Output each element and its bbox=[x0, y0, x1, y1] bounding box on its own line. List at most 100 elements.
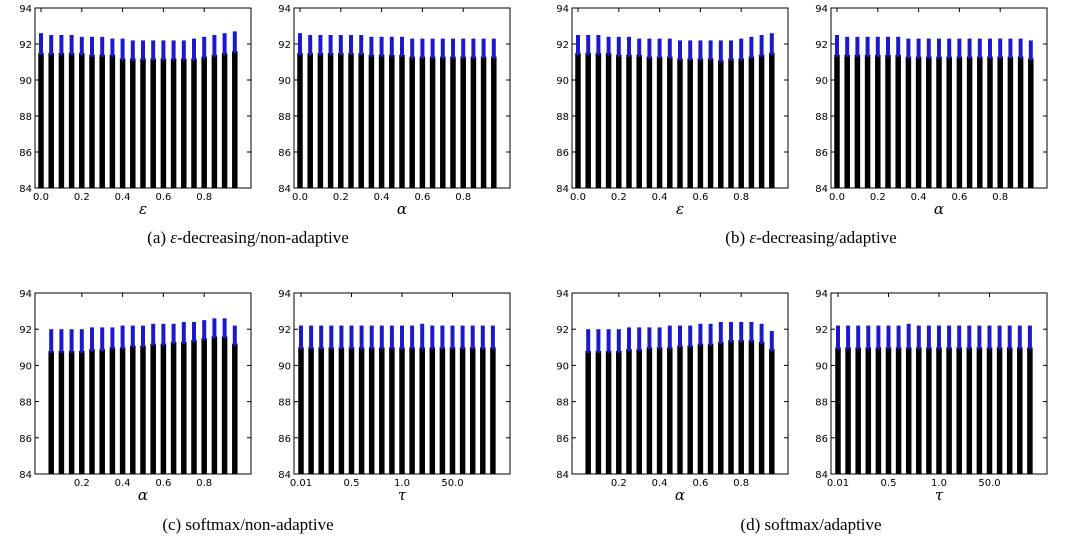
y-tick-label: 84 bbox=[278, 184, 291, 195]
bar bbox=[170, 58, 177, 189]
error-bar bbox=[667, 38, 672, 59]
bar bbox=[378, 54, 385, 188]
y-tick-label: 88 bbox=[278, 398, 291, 409]
x-tick-label: 0.2 bbox=[870, 192, 886, 203]
error-bar bbox=[329, 325, 334, 350]
bar bbox=[58, 350, 65, 474]
bar bbox=[707, 343, 714, 474]
x-tick-label: 0.8 bbox=[455, 192, 471, 203]
error-bar bbox=[627, 327, 631, 352]
error-bar bbox=[192, 321, 196, 343]
y-tick-label: 92 bbox=[556, 40, 569, 51]
bar bbox=[915, 56, 922, 188]
error-bar bbox=[657, 327, 662, 350]
bar bbox=[58, 53, 65, 188]
error-bar bbox=[461, 38, 466, 59]
y-tick-label: 84 bbox=[19, 184, 32, 195]
bar bbox=[399, 347, 405, 474]
subplot-c-left: 84 86 88 90 92 94 0.2 0.4 0.6 0.8 α bbox=[19, 289, 252, 504]
error-bar bbox=[749, 36, 754, 59]
error-bar bbox=[450, 325, 455, 350]
bar bbox=[758, 341, 765, 474]
bar bbox=[429, 347, 436, 474]
bar bbox=[845, 347, 851, 474]
x-tick-label: 0.8 bbox=[992, 192, 1008, 203]
axes-frame bbox=[830, 7, 1048, 189]
bar bbox=[338, 53, 344, 188]
bar bbox=[844, 54, 850, 188]
x-tick-label: 0.4 bbox=[115, 192, 131, 203]
error-bar bbox=[637, 38, 642, 57]
x-tick-label: 0.01 bbox=[827, 478, 849, 489]
bar bbox=[38, 53, 44, 188]
bar bbox=[130, 58, 136, 189]
bar bbox=[170, 341, 177, 474]
bar bbox=[460, 56, 466, 188]
bar bbox=[459, 347, 466, 474]
bar bbox=[379, 347, 385, 474]
bar bbox=[358, 347, 365, 474]
error-bar bbox=[151, 40, 156, 61]
bar bbox=[191, 340, 197, 474]
error-bar bbox=[400, 325, 404, 350]
bar bbox=[885, 347, 892, 474]
error-bar bbox=[299, 325, 303, 350]
x-axis-label: α bbox=[934, 200, 944, 218]
error-bar bbox=[835, 35, 839, 57]
x-tick-label: 0.0 bbox=[829, 192, 845, 203]
bar bbox=[409, 347, 415, 474]
x-tick-label: 0.2 bbox=[74, 478, 90, 489]
bar bbox=[697, 343, 704, 474]
error-bar bbox=[718, 321, 723, 344]
error-bar bbox=[998, 38, 1003, 59]
bar bbox=[605, 53, 612, 188]
error-bar bbox=[729, 321, 733, 343]
x-tick-label: 0.6 bbox=[692, 478, 708, 489]
subplot-b-right: 84 86 88 90 92 94 0.0 0.2 0.4 0.6 0.8 α bbox=[815, 4, 1048, 218]
bar bbox=[748, 56, 755, 188]
bar bbox=[140, 345, 146, 474]
bar bbox=[201, 56, 207, 188]
bar bbox=[885, 54, 891, 188]
bar bbox=[419, 56, 426, 188]
bar bbox=[358, 53, 364, 188]
x-tick-label: 0.6 bbox=[155, 478, 171, 489]
x-tick-label: 50.0 bbox=[441, 478, 463, 489]
bar bbox=[221, 336, 228, 474]
y-tick-label: 90 bbox=[278, 361, 291, 372]
bar bbox=[986, 347, 993, 474]
y-tick-label: 88 bbox=[19, 112, 32, 123]
error-bar bbox=[739, 321, 744, 343]
bar bbox=[328, 347, 335, 474]
bar bbox=[368, 347, 375, 474]
bar bbox=[946, 56, 952, 188]
bar bbox=[232, 343, 238, 474]
bar bbox=[409, 56, 415, 188]
bar bbox=[595, 53, 602, 188]
subplot-d-left: 84 86 88 90 92 94 0.2 0.4 0.6 0.8 α bbox=[556, 289, 789, 504]
bar bbox=[368, 54, 375, 188]
error-bar bbox=[69, 329, 74, 353]
caption-a: (a) ε-decreasing/non-adaptive bbox=[147, 228, 349, 247]
y-tick-label: 86 bbox=[278, 148, 291, 159]
bar bbox=[895, 54, 901, 188]
x-tick-label: 0.6 bbox=[155, 192, 171, 203]
bar bbox=[480, 56, 487, 188]
error-bar bbox=[616, 329, 621, 353]
error-bar bbox=[836, 325, 840, 350]
bar bbox=[605, 350, 612, 474]
y-tick-label: 84 bbox=[556, 470, 569, 481]
error-bar bbox=[328, 35, 333, 55]
error-bar bbox=[481, 38, 486, 59]
bar bbox=[656, 347, 663, 474]
bar bbox=[89, 54, 95, 188]
bar bbox=[48, 350, 54, 474]
error-bar bbox=[977, 325, 982, 350]
error-bar bbox=[967, 325, 972, 350]
y-tick-label: 90 bbox=[556, 76, 569, 87]
x-tick-label: 0.8 bbox=[733, 478, 749, 489]
error-bar bbox=[410, 325, 415, 350]
error-bar bbox=[192, 38, 196, 61]
bar bbox=[130, 345, 136, 474]
y-tick-label: 94 bbox=[278, 289, 291, 300]
